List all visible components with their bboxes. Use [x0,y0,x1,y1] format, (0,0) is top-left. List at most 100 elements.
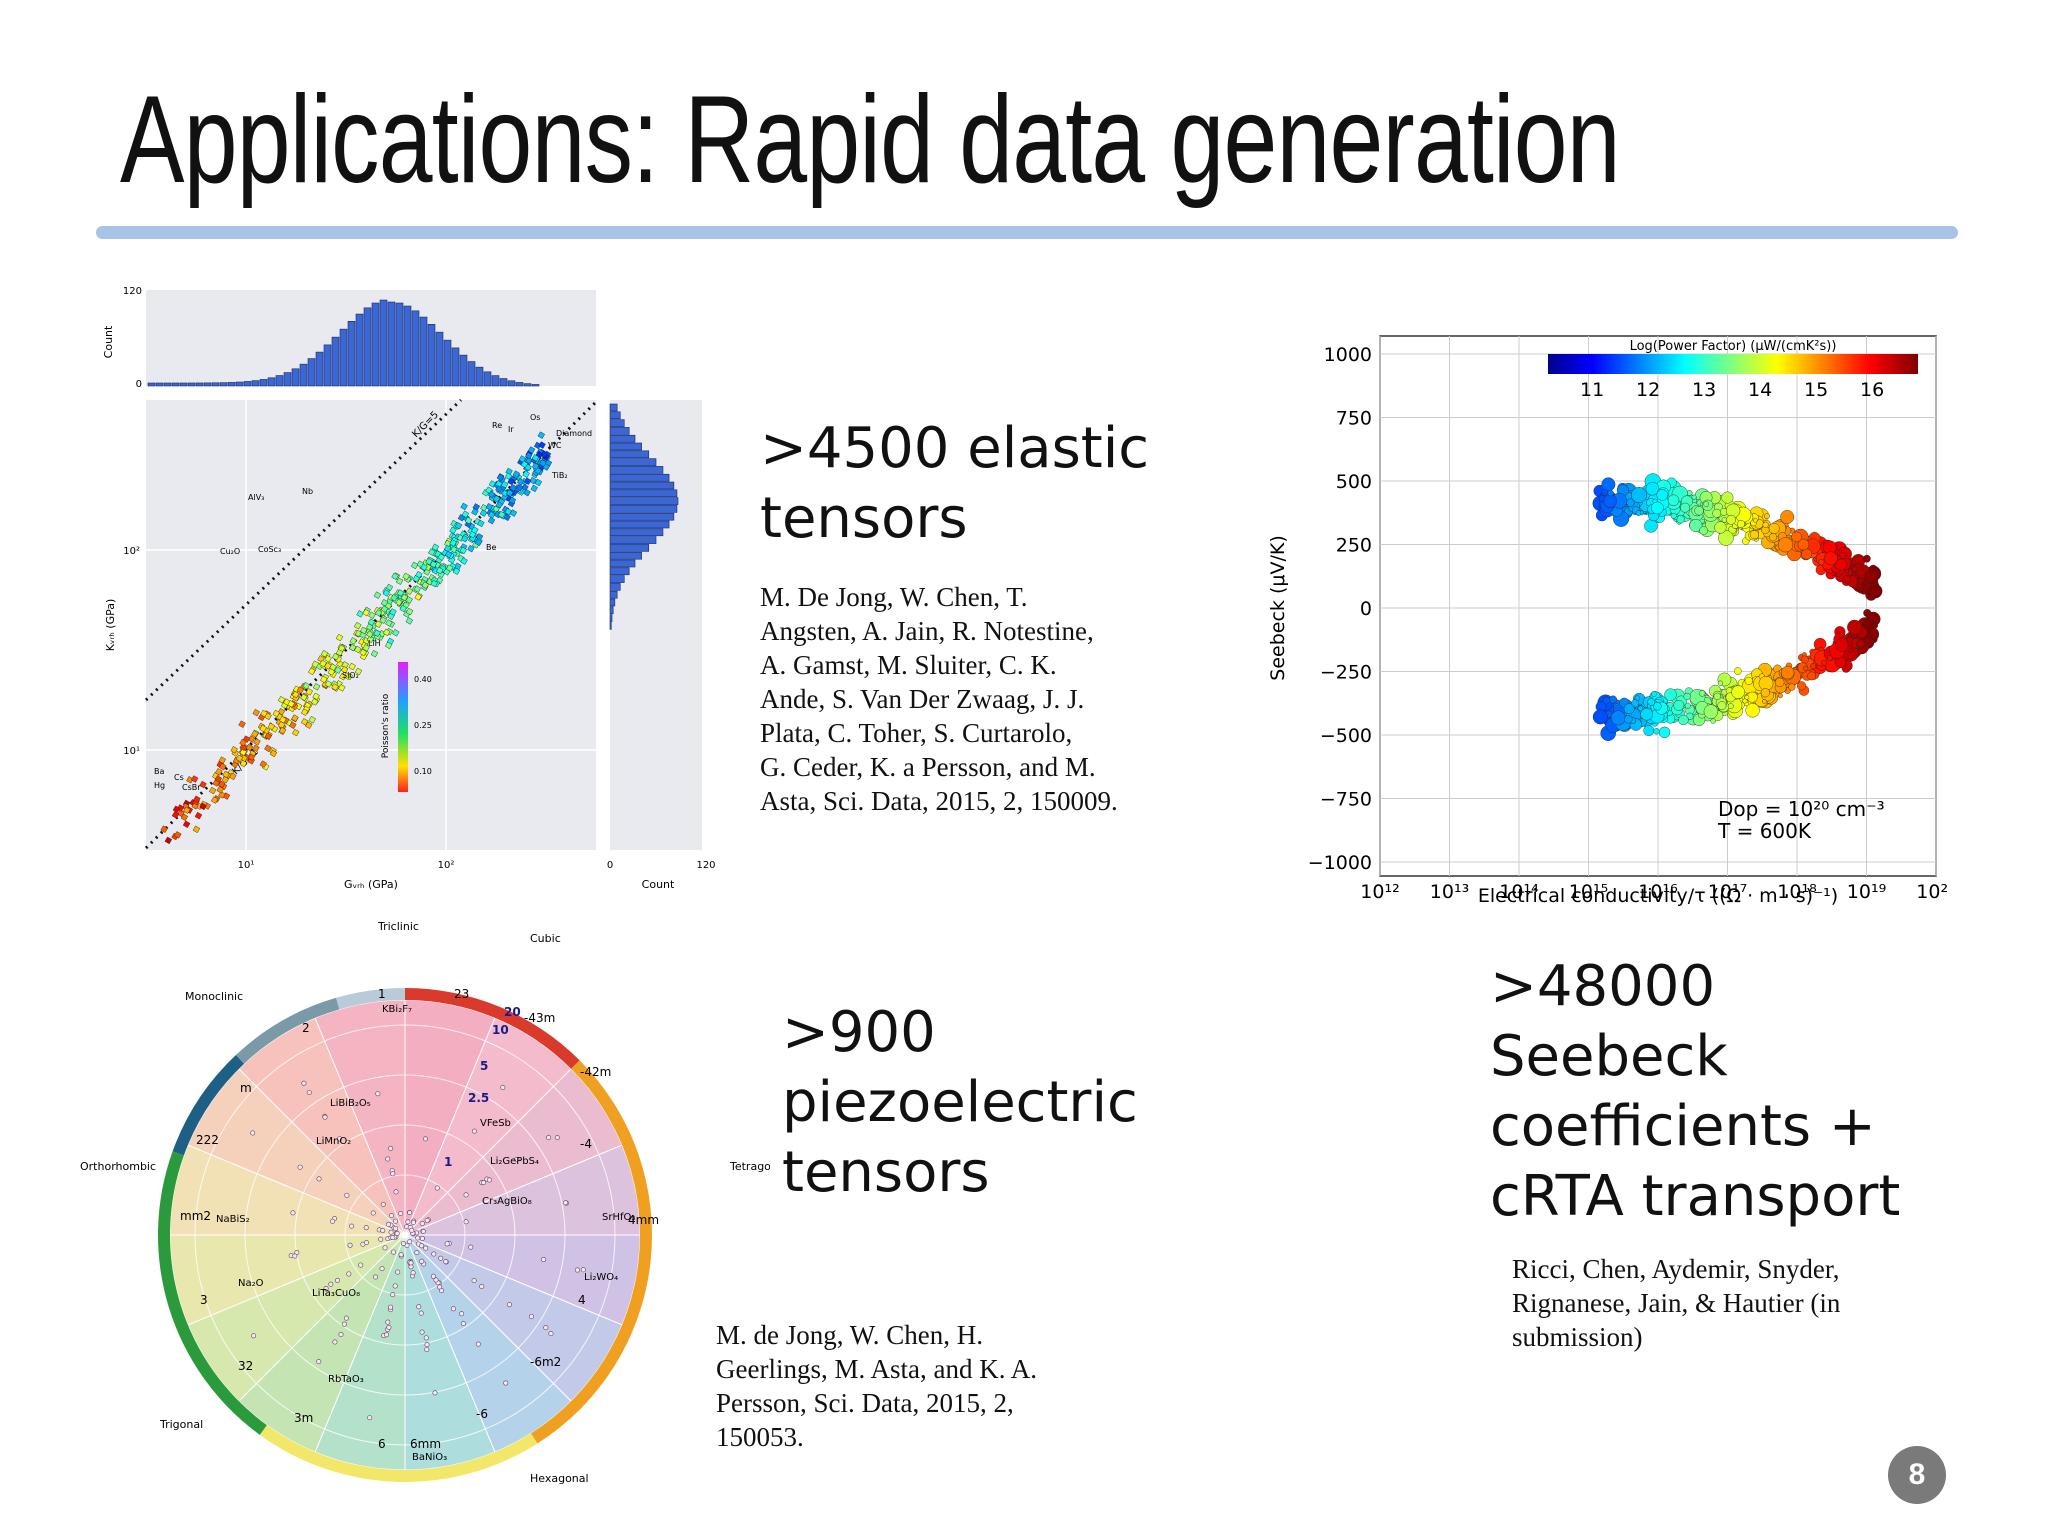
elastic-data-point [503,513,511,522]
seebeck-data-point [1676,515,1685,524]
elastic-data-point [332,652,340,661]
top-histogram-bar [443,339,452,387]
elastic-data-point [413,585,422,593]
top-histogram-bar [355,313,364,387]
elastic-data-point [523,477,532,485]
elastic-data-point [509,484,517,492]
right-histogram-bar [609,551,642,560]
piezo-material-label: LiBiB₂O₅ [330,1098,371,1109]
title-divider [96,226,1958,239]
piezo-data-point [390,1292,396,1298]
elastic-data-point [414,593,422,601]
right-histogram-bar [609,458,657,466]
elastic-data-point [362,644,370,652]
top-histogram-bar [523,383,532,387]
elastic-data-point [505,489,514,497]
top-histogram-bar [267,377,276,387]
elastic-material-label: AlV₃ [248,493,264,502]
point-group-label: -6 [476,1407,488,1421]
seebeck-data-point [1678,714,1689,726]
elastic-data-point [446,564,454,572]
piezo-data-point [463,1219,469,1225]
piezo-material-label: KBi₂F₇ [382,1004,412,1015]
piezo-data-point [301,1080,307,1086]
elastic-data-point [335,633,344,642]
point-group-label: mm2 [180,1209,211,1223]
seebeck-y-tick: −1000 [1308,852,1372,874]
top-histogram-bar [275,375,284,387]
top-histogram-bar [387,301,396,387]
elastic-data-point [391,572,399,581]
elastic-data-point [253,738,261,746]
piezo-data-point [373,1274,379,1280]
seebeck-y-tick: 750 [1336,408,1372,430]
power-factor-tick: 12 [1636,379,1660,401]
elastic-data-point [349,637,357,645]
piezo-data-point [419,1243,425,1249]
seebeck-data-point [1762,699,1767,704]
elastic-data-point [362,608,370,617]
elastic-data-point [471,526,479,534]
piezo-data-point [419,1329,425,1335]
piezo-data-point [358,1262,364,1268]
elastic-data-point [239,738,247,747]
seebeck-data-point [1651,501,1664,515]
elastic-data-point [339,673,347,681]
elastic-data-point [443,544,452,553]
piezo-data-point [548,1331,554,1337]
elastic-headline-line2: tensors [760,486,968,551]
piezo-data-point [394,1230,400,1236]
seebeck-x-tick: 10¹⁴ [1499,881,1539,903]
elastic-data-point [334,666,342,674]
seebeck-y-tick: −750 [1320,789,1372,811]
right-histogram-bar [609,411,621,420]
elastic-data-point [459,546,467,555]
elastic-data-point [296,686,305,694]
power-factor-tick: 15 [1804,379,1828,401]
piezo-data-point [443,1259,449,1265]
seebeck-data-point [1768,522,1780,534]
seebeck-data-point [1780,510,1795,524]
elastic-data-point [305,688,313,696]
elastic-data-point [172,805,181,813]
seebeck-data-point [1680,502,1690,513]
seebeck-citation-line: Rignanese, Jain, & Hautier (in [1512,1288,1841,1318]
elastic-data-point [518,455,527,463]
elastic-data-point [380,605,389,613]
elastic-data-point [278,726,287,735]
top-histogram-bar [195,382,204,387]
elastic-data-point [493,495,501,503]
elastic-data-point [252,708,260,717]
piezo-data-point [330,1218,336,1224]
elastic-material-label: Cu₂O [220,547,240,556]
top-histogram-bar [459,354,468,387]
elastic-headline-line1: >4500 elastic [760,416,1150,481]
radial-tick-label: 2.5 [468,1091,489,1105]
seebeck-data-point [1727,703,1734,709]
piezo-data-point [375,1091,381,1097]
elastic-data-point [354,667,363,676]
elastic-data-point [320,650,329,658]
piezo-material-label: Na₂O [238,1278,264,1289]
top-histogram-bar [427,324,436,387]
seebeck-x-tick: 10¹⁵ [1569,881,1608,903]
conductivity-axis-label: Electrical conductivity/τ ((Ω · m · s)⁻¹… [1478,885,1838,907]
piezo-data-point [337,1136,343,1142]
piezo-data-point [388,1145,394,1151]
power-factor-tick: 14 [1748,379,1772,401]
piezo-data-point [554,1135,560,1141]
elastic-data-point [487,516,496,525]
seebeck-x-tick: 10¹⁹ [1847,881,1886,903]
seebeck-headline-line: Seebeck [1490,1024,1728,1089]
elastic-data-point [474,538,483,547]
elastic-data-point [324,680,333,688]
piezo-data-point [419,1221,425,1227]
elastic-data-point [538,441,546,449]
poisson-tick-025: 0.25 [414,721,432,730]
elastic-citation-line: Angsten, A. Jain, R. Notestine, [760,616,1094,646]
elastic-data-point [461,535,469,543]
elastic-data-point [193,795,201,803]
elastic-data-point [291,714,299,722]
piezo-data-point [475,1341,481,1347]
elastic-data-point [436,566,444,575]
